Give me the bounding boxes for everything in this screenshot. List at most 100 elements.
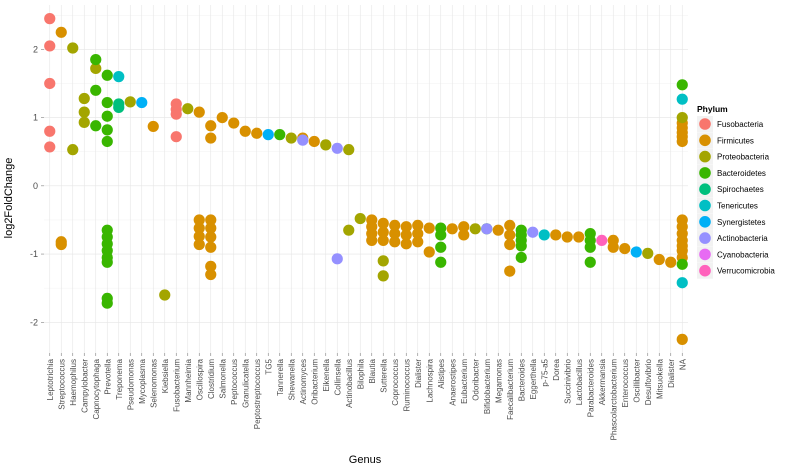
x-tick-label: Bilophila (356, 358, 365, 389)
data-point (400, 238, 412, 250)
x-axis: Leptotrichia Streptococcus Haemophilus Camp… (46, 353, 687, 441)
data-point (665, 256, 677, 268)
x-tick-label: Bifidobacterium (483, 359, 492, 414)
data-point (274, 129, 286, 141)
data-point (446, 223, 458, 235)
legend-key (699, 264, 711, 277)
data-point (481, 223, 493, 235)
data-point (44, 77, 56, 90)
legend-key (699, 199, 711, 212)
data-point (435, 241, 447, 253)
x-tick-label: Tannerella (276, 358, 285, 395)
x-tick-label: Megamonas (494, 359, 503, 403)
y-axis-title: log2FoldChange (3, 158, 15, 239)
grid (44, 5, 688, 353)
data-point (389, 227, 401, 240)
data-point (182, 103, 194, 115)
data-point (101, 256, 113, 268)
data-point (527, 226, 539, 238)
data-point (458, 221, 470, 233)
data-point (90, 62, 102, 75)
data-point (101, 297, 113, 309)
legend-label: Synergistetes (717, 218, 765, 227)
data-point (584, 241, 596, 253)
legend-title: Phylum (697, 104, 728, 114)
x-tick-label: Shewanella (287, 358, 296, 400)
data-point (377, 217, 389, 229)
x-tick-label: Alistipes (437, 359, 446, 389)
legend-label: Proteobacteria (717, 153, 770, 162)
x-tick-label: Capnocytophaga (92, 358, 101, 419)
data-point (412, 236, 424, 248)
data-point (412, 227, 424, 240)
x-tick-label: Phascolarctobacterium (609, 359, 618, 441)
data-point (676, 111, 688, 124)
data-point (262, 129, 274, 141)
x-tick-label: TG5 (264, 358, 273, 374)
data-point (90, 53, 102, 66)
data-point (435, 256, 447, 268)
data-point (113, 71, 125, 83)
data-point (193, 214, 205, 226)
legend: Phylum Fusobacteria Firmicutes Proteobacte… (697, 104, 775, 279)
x-tick-label: Lachnospira (425, 358, 434, 402)
data-point (561, 231, 573, 243)
data-point (67, 42, 79, 54)
x-tick-label: Mannheimia (184, 358, 193, 402)
data-point (308, 135, 320, 148)
x-tick-label: NA (678, 358, 687, 370)
legend-label: Verrucomicrobia (717, 267, 775, 276)
legend-label: Cyanobacteria (717, 250, 769, 259)
data-point (170, 108, 182, 120)
data-point (377, 270, 389, 282)
x-tick-label: Akkermansia (598, 358, 607, 405)
x-tick-label: Granulicatella (241, 358, 250, 407)
data-point (331, 142, 343, 154)
data-point (101, 110, 113, 122)
data-point (458, 229, 470, 241)
legend-key (699, 183, 711, 195)
data-point (285, 132, 297, 144)
x-tick-label: Ruminococcus (402, 359, 411, 411)
data-point (78, 116, 90, 128)
data-point (676, 258, 688, 270)
legend-key (699, 118, 711, 130)
data-point (619, 243, 631, 255)
x-tick-label: Salmonella (218, 358, 227, 398)
data-point (400, 221, 412, 233)
x-tick-label: Desulfovibrio (644, 358, 653, 405)
x-tick-label: Treponema (115, 358, 124, 399)
y-axis: -2 -1 0 1 2 (30, 44, 44, 327)
data-point (515, 240, 527, 252)
data-point (550, 229, 562, 241)
x-tick-label: Collinsella (333, 358, 342, 395)
y-tick-label: 1 (33, 113, 38, 123)
data-point (343, 224, 355, 236)
x-tick-label: Leptotrichia (46, 358, 55, 400)
plot-background (44, 5, 688, 353)
x-tick-label: Campylobacter (80, 359, 89, 413)
legend-key (699, 232, 711, 244)
data-point (205, 231, 217, 243)
x-tick-label: Dialister (667, 359, 676, 388)
x-tick-label: Peptostreptococcus (253, 359, 262, 429)
data-point (607, 241, 619, 253)
data-point (377, 255, 389, 267)
data-point (101, 69, 113, 81)
data-point (113, 101, 125, 113)
x-tick-label: Selenomonas (149, 359, 158, 408)
data-point (101, 96, 113, 109)
data-point (297, 134, 309, 146)
x-axis-title: Genus (349, 454, 382, 466)
data-point (343, 144, 355, 156)
data-point (435, 229, 447, 241)
data-point (515, 251, 527, 264)
data-point (423, 246, 435, 258)
x-tick-label: Eggerthella (529, 358, 538, 399)
data-point (630, 246, 642, 258)
x-tick-label: Mycoplasma (138, 358, 147, 403)
data-point (44, 13, 56, 25)
data-point (504, 219, 516, 231)
data-point (193, 230, 205, 242)
x-tick-label: Actinobacillus (345, 359, 354, 408)
